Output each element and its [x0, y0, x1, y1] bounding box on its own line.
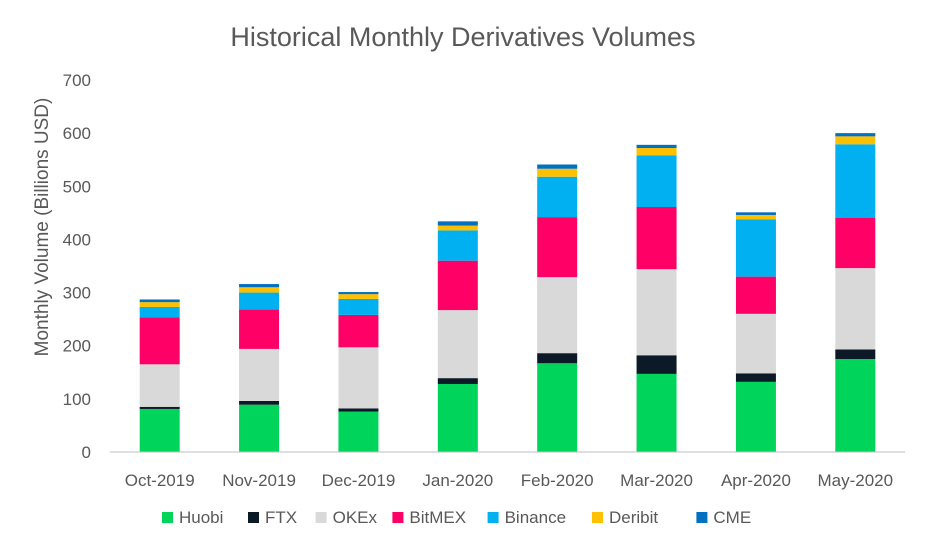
bar-segment-ftx	[338, 408, 379, 412]
x-tick-label: Mar-2020	[620, 471, 693, 490]
bar-segment-okex	[537, 277, 578, 354]
bar-segment-cme	[835, 133, 876, 137]
bar-segment-bitmex	[537, 217, 578, 278]
bar-segment-binance	[437, 230, 478, 261]
legend-swatch	[592, 512, 603, 523]
x-tick-label: Nov-2019	[222, 471, 296, 490]
legend-label: FTX	[265, 508, 297, 527]
bar-segment-deribit	[139, 302, 180, 307]
y-tick-label: 700	[63, 71, 91, 90]
x-tick-label: Feb-2020	[521, 471, 594, 490]
bar-segment-deribit	[636, 148, 677, 156]
legend-swatch	[696, 512, 708, 523]
bar-segment-binance	[139, 306, 180, 318]
legend-label: OKEx	[333, 508, 378, 527]
bar-segment-binance	[537, 176, 578, 218]
x-tick-label: Jan-2020	[422, 471, 493, 490]
bar-segment-deribit	[338, 294, 379, 299]
bar-segment-bitmex	[636, 207, 677, 270]
bar-segment-okex	[437, 310, 478, 379]
bar-segment-huobi	[835, 359, 876, 452]
y-tick-label: 100	[63, 390, 91, 409]
bar-segment-binance	[338, 298, 379, 315]
x-tick-label: Oct-2019	[125, 471, 195, 490]
legend-swatch	[487, 512, 499, 523]
y-tick-label: 600	[63, 124, 91, 143]
bar-segment-huobi	[437, 383, 478, 452]
bar-segment-okex	[239, 348, 280, 401]
bar-segment-bitmex	[735, 276, 776, 314]
legend-swatch	[392, 512, 404, 523]
bar-segment-huobi	[139, 408, 180, 452]
bar-segment-cme	[537, 164, 578, 169]
y-axis-ticks: 0 100 200 300 400 500 600 700	[63, 71, 91, 462]
bar-segment-deribit	[835, 136, 876, 145]
y-tick-label: 500	[63, 177, 91, 196]
bar-segment-okex	[835, 268, 876, 350]
legend: Huobi FTX OKEx BitMEX Binance Deribit CME	[162, 508, 751, 527]
bar-segment-deribit	[735, 214, 776, 220]
bar-segment-bitmex	[239, 309, 280, 349]
x-tick-label: May-2020	[818, 471, 894, 490]
legend-label: BitMEX	[409, 508, 466, 527]
bar-segment-ftx	[636, 355, 677, 374]
bar-segment-huobi	[537, 363, 578, 452]
y-axis-label: Monthly Volume (Billions USD)	[32, 98, 53, 357]
y-tick-label: 300	[63, 284, 91, 303]
bar-segment-cme	[437, 221, 478, 226]
bar-segment-ftx	[537, 353, 578, 364]
bar-segment-deribit	[437, 225, 478, 231]
bar-segment-cme	[735, 212, 776, 215]
bar-segment-ftx	[437, 378, 478, 384]
bar-segment-cme	[139, 299, 180, 303]
bar-segment-huobi	[239, 404, 280, 452]
legend-swatch	[315, 512, 327, 523]
y-tick-label: 0	[82, 443, 91, 462]
bar-segment-okex	[338, 347, 379, 409]
legend-label: Huobi	[179, 508, 223, 527]
legend-label: Binance	[505, 508, 566, 527]
legend-label: CME	[713, 508, 751, 527]
legend-swatch	[248, 512, 259, 523]
bar-segment-bitmex	[338, 314, 379, 348]
bar-segment-bitmex	[835, 217, 876, 269]
legend-swatch	[162, 512, 173, 523]
bar-segment-binance	[239, 292, 280, 310]
bar-segment-binance	[636, 155, 677, 208]
bar-segment-deribit	[537, 168, 578, 177]
bar-segment-okex	[139, 364, 180, 407]
bar-segment-bitmex	[139, 317, 180, 365]
bar-segment-huobi	[735, 381, 776, 452]
bar-segment-huobi	[338, 411, 379, 452]
bar-segment-bitmex	[437, 260, 478, 311]
chart-title: Historical Monthly Derivatives Volumes	[230, 22, 695, 52]
bar-segment-ftx	[835, 349, 876, 359]
x-tick-label: Dec-2019	[322, 471, 396, 490]
x-axis-ticks: Oct-2019 Nov-2019 Dec-2019 Jan-2020 Feb-2020…	[125, 471, 893, 490]
legend-label: Deribit	[609, 508, 658, 527]
bar-segment-ftx	[239, 400, 280, 405]
x-tick-label: Apr-2020	[721, 471, 791, 490]
bar-segment-ftx	[139, 406, 180, 409]
bar-segment-okex	[636, 269, 677, 356]
bar-segment-okex	[735, 313, 776, 374]
bar-segment-cme	[239, 284, 280, 288]
bar-segment-cme	[636, 144, 677, 149]
bar-segment-binance	[835, 144, 876, 218]
y-tick-label: 200	[63, 337, 91, 356]
bar-segment-huobi	[636, 373, 677, 452]
bar-segment-binance	[735, 219, 776, 277]
bar-segment-ftx	[735, 373, 776, 382]
bar-segment-deribit	[239, 287, 280, 293]
y-tick-label: 400	[63, 230, 91, 249]
bar-segment-cme	[338, 292, 379, 295]
bars-group	[139, 133, 876, 452]
